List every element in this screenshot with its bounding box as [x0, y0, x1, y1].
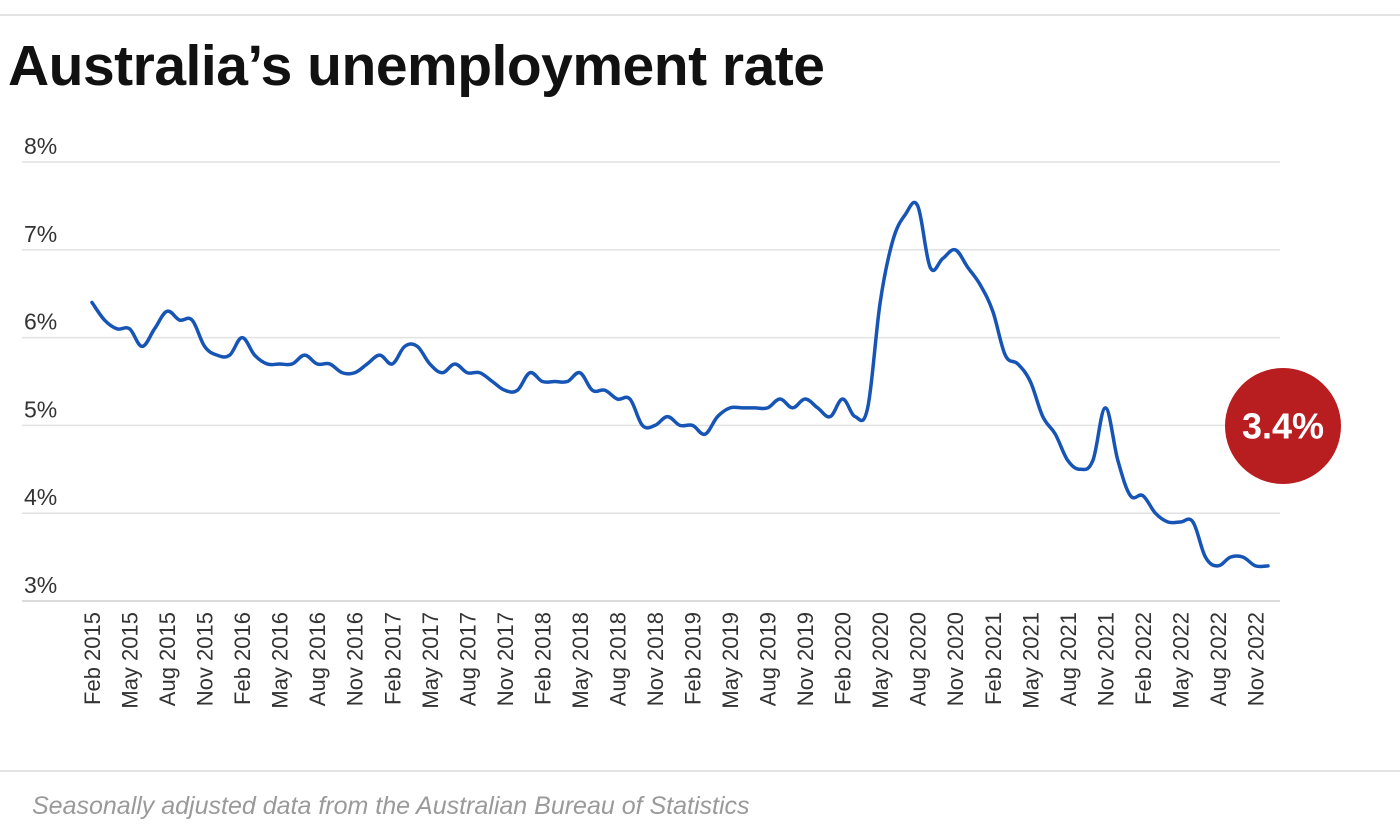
x-tick-label: Aug 2021 [1056, 612, 1081, 706]
x-tick-label: Nov 2019 [793, 612, 818, 706]
x-tick-label: May 2015 [118, 612, 143, 709]
x-tick-label: Nov 2016 [343, 612, 368, 706]
x-tick-label: Aug 2017 [455, 612, 480, 706]
x-tick-label: Feb 2022 [1131, 612, 1156, 705]
y-tick-label: 6% [24, 309, 57, 335]
x-tick-label: Nov 2021 [1093, 612, 1118, 706]
y-axis: 3% 4% 5% 6% 7% 8% [24, 133, 57, 598]
x-tick-label: Aug 2015 [155, 612, 180, 706]
x-tick-label: May 2016 [268, 612, 293, 709]
x-tick-label: May 2021 [1018, 612, 1043, 709]
x-tick-label: Feb 2021 [981, 612, 1006, 705]
x-tick-label: Aug 2018 [605, 612, 630, 706]
unemployment-line-chart: 3% 4% 5% 6% 7% 8% Feb 2015 May 2015 Aug 2015 Nov… [22, 133, 1341, 709]
x-tick-label: Feb 2017 [380, 612, 405, 705]
bottom-divider [0, 770, 1400, 772]
x-tick-label: May 2017 [418, 612, 443, 709]
x-tick-label: Aug 2022 [1206, 612, 1231, 706]
x-tick-label: Feb 2016 [230, 612, 255, 705]
latest-value-badge-label: 3.4% [1242, 406, 1324, 447]
grid-lines [22, 161, 1280, 602]
y-tick-label: 5% [24, 396, 57, 422]
x-axis: Feb 2015 May 2015 Aug 2015 Nov 2015 Feb 2016… [80, 612, 1268, 709]
y-tick-label: 4% [24, 484, 57, 510]
x-tick-label: May 2019 [718, 612, 743, 709]
series-line [90, 200, 1270, 569]
latest-value-badge-circle [1225, 368, 1341, 484]
y-tick-label: 7% [24, 221, 57, 247]
top-divider [0, 14, 1400, 16]
source-caption: Seasonally adjusted data from the Austra… [32, 792, 750, 820]
x-tick-label: Aug 2016 [305, 612, 330, 706]
x-tick-label: Nov 2020 [943, 612, 968, 706]
x-tick-label: Feb 2020 [831, 612, 856, 705]
chart-title: Australia’s unemployment rate [8, 34, 825, 98]
x-tick-label: Nov 2017 [493, 612, 518, 706]
x-tick-label: Feb 2019 [681, 612, 706, 705]
latest-value-badge: 3.4% [1225, 368, 1341, 484]
x-tick-label: Nov 2015 [193, 612, 218, 706]
y-tick-label: 3% [24, 572, 57, 598]
x-tick-label: Aug 2019 [756, 612, 781, 706]
y-tick-label: 8% [24, 133, 57, 159]
x-tick-label: Nov 2022 [1243, 612, 1268, 706]
x-tick-label: Feb 2018 [530, 612, 555, 705]
x-tick-label: May 2022 [1168, 612, 1193, 709]
x-tick-label: Feb 2015 [80, 612, 105, 705]
x-tick-label: May 2020 [868, 612, 893, 709]
x-tick-label: Nov 2018 [643, 612, 668, 706]
x-tick-label: Aug 2020 [906, 612, 931, 706]
x-tick-label: May 2018 [568, 612, 593, 709]
